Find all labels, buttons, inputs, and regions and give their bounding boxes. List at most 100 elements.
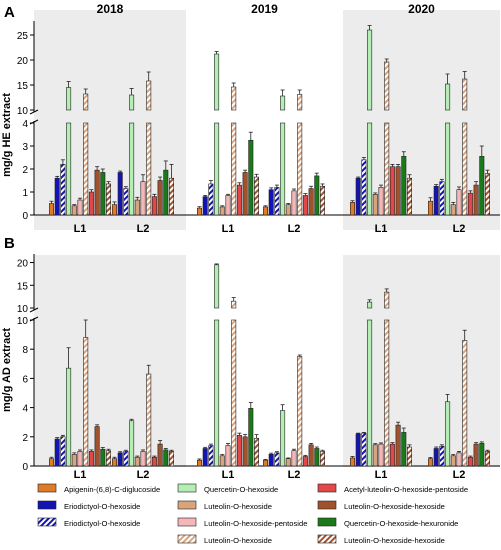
year-background — [34, 255, 186, 467]
bar — [225, 195, 231, 216]
bar — [225, 445, 231, 467]
y-tick-label: 25 — [17, 31, 29, 42]
bar — [308, 188, 314, 216]
bar-group — [450, 201, 456, 216]
bar — [94, 426, 100, 467]
bar-group — [355, 176, 361, 216]
bar — [433, 448, 439, 467]
bar — [123, 188, 129, 216]
bar-upper — [146, 80, 152, 111]
bar — [479, 156, 485, 216]
bar-group — [473, 181, 479, 216]
bar-group — [48, 456, 54, 467]
bar — [274, 452, 280, 467]
bar — [208, 183, 214, 216]
bar — [297, 356, 303, 467]
bar-group — [134, 455, 140, 467]
bar-group — [367, 299, 373, 467]
bar-group — [450, 454, 456, 467]
bar — [262, 206, 268, 216]
bar — [479, 443, 485, 467]
legend-swatch — [37, 483, 57, 493]
y-tick-label: 8 — [22, 345, 28, 356]
bar — [384, 122, 390, 216]
bar-group — [406, 444, 412, 467]
bar-group — [54, 437, 60, 467]
bar-group — [112, 201, 118, 216]
bar — [456, 452, 462, 467]
y-tick-label: 10 — [17, 316, 29, 327]
bar — [484, 451, 490, 467]
bar — [146, 122, 152, 216]
y-tick-label: 3 — [22, 142, 28, 153]
bar — [248, 408, 254, 467]
bar-group — [66, 347, 72, 467]
bar — [163, 169, 169, 216]
bar-group — [214, 51, 220, 216]
bar-group — [106, 448, 112, 467]
bar-group — [268, 452, 274, 467]
bar — [231, 122, 237, 216]
bar — [54, 177, 60, 216]
bar — [48, 458, 54, 467]
bar-group — [401, 427, 407, 467]
bar-group — [262, 459, 268, 467]
bar — [395, 424, 401, 467]
bar — [378, 187, 384, 216]
bar-group — [401, 151, 407, 216]
bar — [384, 319, 390, 467]
bar-group — [225, 193, 231, 216]
bar-group — [484, 169, 490, 216]
bar — [401, 156, 407, 216]
bar-group — [308, 442, 314, 467]
bar — [157, 180, 163, 216]
bar — [462, 340, 468, 467]
bar — [231, 319, 237, 467]
year-background — [343, 255, 500, 467]
bar-group — [112, 456, 118, 467]
bar-group — [479, 145, 485, 216]
legend-label: Apigenin-(6,8)-C-diglucoside — [64, 485, 160, 494]
bar-group — [262, 205, 268, 216]
bar — [427, 458, 433, 467]
bar-group — [157, 176, 163, 216]
bar-group — [48, 200, 54, 216]
legend-label: Quercetin-O-hexoside — [204, 485, 278, 494]
x-category-label: L1 — [222, 469, 235, 481]
bar-group — [445, 73, 451, 216]
x-category-label: L1 — [375, 469, 388, 481]
bar-group — [361, 157, 367, 216]
legend-swatch — [177, 534, 197, 544]
bar — [129, 122, 135, 216]
bar — [242, 436, 248, 467]
bar — [427, 200, 433, 216]
bar-upper — [462, 78, 468, 111]
bar — [372, 194, 378, 216]
bar-group — [100, 447, 106, 467]
y-tick-label: 15 — [17, 281, 29, 292]
bar-group — [406, 174, 412, 216]
bar-group — [439, 178, 445, 216]
bar-group — [462, 329, 468, 467]
legend-swatch — [317, 517, 337, 527]
bar-group — [163, 160, 169, 216]
bar — [60, 436, 66, 467]
bar — [140, 181, 146, 216]
year-headers: 2018 2019 2020 — [97, 2, 436, 16]
bar-group — [384, 58, 390, 216]
bar — [302, 456, 308, 467]
panel-a: 10 15 20 25 0 1 2 3 4 mg/g HE extract L1 L2 L1 L2 L1 L2 — [1, 21, 500, 235]
bar-group — [169, 449, 175, 467]
bar-group — [302, 454, 308, 467]
bar-group — [479, 441, 485, 467]
bar — [219, 206, 225, 216]
x-category-label: L1 — [74, 223, 87, 235]
bar — [319, 185, 325, 216]
y-axis-label: mg/g HE extract — [1, 93, 13, 177]
bar — [254, 437, 260, 467]
bar — [88, 191, 94, 216]
y-tick-label: 10 — [17, 106, 29, 117]
bar-group — [349, 456, 355, 467]
legend-label: Eriodictyol-O-hexoside — [64, 502, 140, 511]
bar — [406, 177, 412, 216]
